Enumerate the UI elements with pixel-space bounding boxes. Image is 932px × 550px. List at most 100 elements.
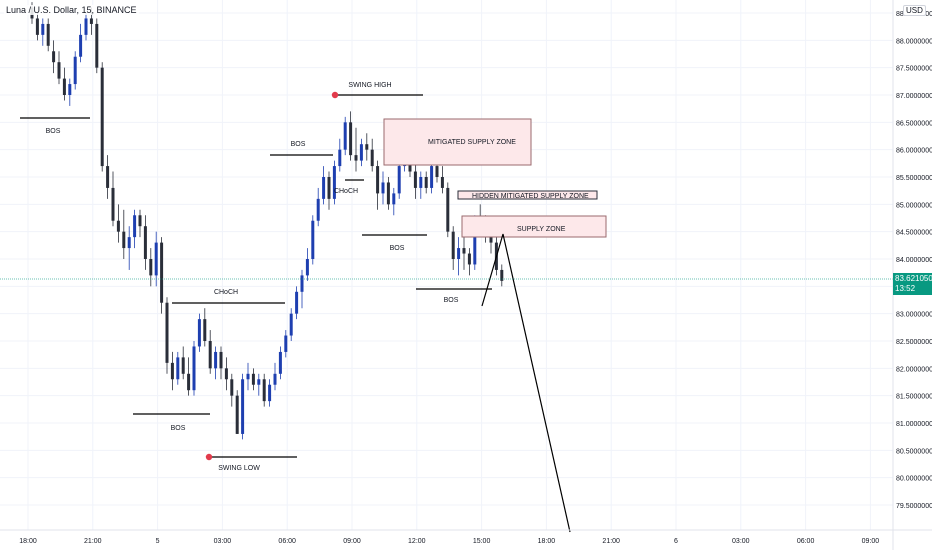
candle-body [187, 373, 191, 391]
candle-body [424, 177, 428, 188]
candle [35, 13, 39, 41]
candle [440, 166, 444, 194]
time-axis-label: 06:00 [797, 538, 815, 545]
candle-body [257, 379, 261, 385]
candle-body [197, 319, 201, 347]
candle [100, 62, 104, 172]
candle-body [446, 187, 450, 232]
candle-body [235, 395, 239, 434]
candle-body [473, 220, 477, 265]
time-axis-label: 15:00 [473, 538, 491, 545]
candle-body [440, 177, 444, 188]
candle [338, 138, 342, 172]
candle-body [430, 166, 434, 188]
candle-body [241, 379, 245, 434]
candle [268, 379, 272, 407]
time-axis-label: 21:00 [602, 538, 620, 545]
candle [430, 160, 434, 194]
price-axis-label: 87.0000000 [896, 93, 932, 100]
time-axis-label: 12:00 [408, 538, 426, 545]
candle-body [214, 351, 218, 369]
candle-body [73, 56, 77, 85]
candle [230, 373, 234, 407]
candle [332, 160, 336, 205]
time-axis-label: 03:00 [732, 538, 750, 545]
candle-body [376, 166, 380, 194]
candle [251, 368, 255, 391]
candle [300, 269, 304, 309]
price-axis-label: 82.5000000 [896, 339, 932, 346]
time-axis-label: 03:00 [214, 538, 232, 545]
candle-body [278, 351, 282, 374]
candle [397, 160, 401, 199]
candle [467, 248, 471, 276]
candle-body [62, 78, 66, 95]
candle [170, 351, 174, 391]
candle [235, 390, 239, 434]
candle-body [100, 67, 104, 167]
candle-body [116, 220, 120, 232]
candle [181, 346, 185, 380]
candle [224, 357, 228, 391]
candle [41, 18, 45, 46]
choch-label-2: CHoCH [334, 188, 358, 195]
candle [365, 133, 369, 161]
candle-body [435, 166, 439, 177]
candle [106, 155, 110, 199]
candle-body [68, 84, 72, 95]
time-axis-label: 5 [156, 538, 160, 545]
candle [46, 18, 50, 52]
candle [311, 215, 315, 265]
candle [500, 264, 504, 287]
candle [278, 346, 282, 380]
candle [84, 13, 88, 41]
candle-body [143, 226, 147, 259]
candle-body [111, 187, 115, 221]
price-axis-label: 83.0000000 [896, 312, 932, 319]
candle [165, 297, 169, 374]
candle-body [122, 231, 126, 249]
price-axis-label: 81.0000000 [896, 421, 932, 428]
candle [143, 215, 147, 270]
candle [316, 187, 320, 227]
candle-body [332, 166, 336, 199]
candle [343, 116, 347, 156]
hidden-mitigated-supply-zone [457, 190, 598, 200]
candle-body [397, 166, 401, 194]
current-price-value: 83.6210503 [895, 274, 932, 283]
candle [208, 330, 212, 374]
candle-body [219, 351, 223, 369]
candle-body [273, 373, 277, 385]
currency-button[interactable]: USD [903, 5, 926, 16]
candle-body [192, 346, 196, 391]
time-axis-label: 06:00 [278, 538, 296, 545]
bar-countdown: 13:52 [895, 284, 916, 293]
candle-body [165, 302, 169, 363]
candle-body [224, 368, 228, 380]
time-axis: 18:00 21:00 5 03:00 06:00 09:00 12:00 15:00 18:0… [19, 538, 879, 545]
candle-body [392, 193, 396, 205]
candle [160, 237, 164, 314]
time-axis-label: 18:00 [19, 538, 37, 545]
mitigated-supply-zone-label: MITIGATED SUPPLY ZONE [428, 139, 516, 146]
price-axis: 88.500000088.000000087.500000087.0000000… [896, 11, 932, 510]
price-axis-label: 86.5000000 [896, 120, 932, 127]
candlestick-series [30, 2, 504, 440]
candle-body [300, 275, 304, 292]
candle [424, 171, 428, 194]
candle [322, 166, 326, 205]
candle [62, 67, 66, 101]
candle-body [230, 379, 234, 396]
candle-body [322, 177, 326, 199]
candle [262, 373, 266, 407]
candle [354, 127, 358, 172]
time-axis-label: 6 [674, 538, 678, 545]
candle-body [133, 215, 137, 238]
candle [386, 177, 390, 210]
candle [111, 171, 115, 227]
candle-body [349, 122, 353, 156]
candle [376, 160, 380, 210]
choch-label-1: CHoCH [214, 289, 238, 296]
candle-body [203, 319, 207, 341]
